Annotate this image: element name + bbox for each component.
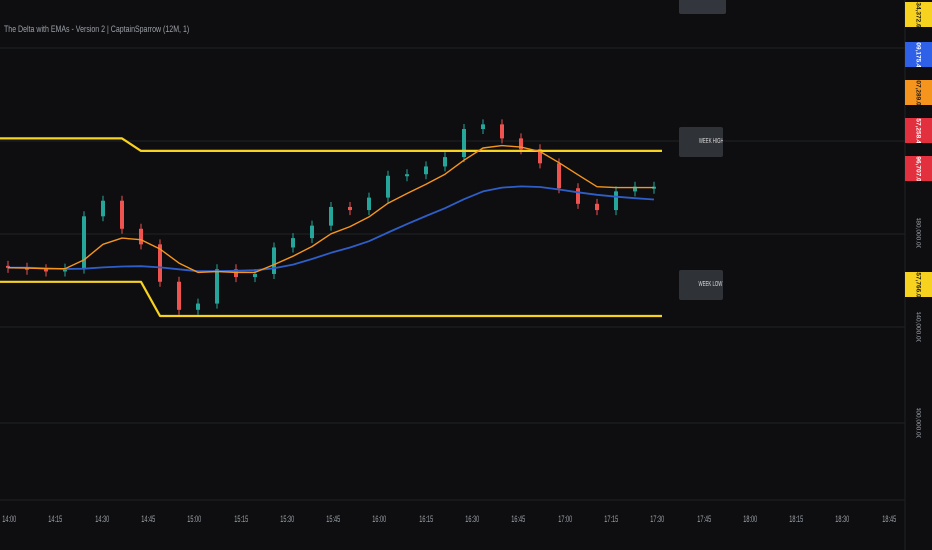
crosshair-label-box	[679, 0, 726, 14]
week-low-price-tag: 457,766.00	[905, 272, 932, 297]
candle-body[interactable]	[215, 269, 219, 304]
candle-body[interactable]	[310, 225, 314, 239]
candle-body[interactable]	[158, 244, 162, 282]
last-price-tag: 596,707.00	[905, 156, 932, 181]
time-axis-tick: 16:30	[465, 514, 480, 524]
ema-fast-price-tag: 507,289.07	[905, 80, 932, 105]
candle-body[interactable]	[101, 200, 105, 217]
price-axis-label: 400,000.00	[914, 408, 923, 438]
price-axis-label: 440,000.00	[914, 312, 923, 342]
candle-body[interactable]	[329, 206, 333, 226]
candle-body[interactable]	[291, 238, 295, 248]
candle-body[interactable]	[367, 197, 371, 211]
time-axis-tick: 18:30	[835, 514, 850, 524]
candle-body[interactable]	[386, 175, 390, 198]
candle-body[interactable]	[595, 203, 599, 211]
time-axis-tick: 16:15	[418, 514, 433, 524]
time-axis-tick: 16:45	[511, 514, 526, 524]
candle-body[interactable]	[196, 303, 200, 310]
candle-body[interactable]	[25, 267, 29, 270]
week-low-line[interactable]	[0, 280, 662, 318]
time-axis-tick: 15:15	[233, 514, 248, 524]
candle-body[interactable]	[500, 124, 504, 139]
candle-body[interactable]	[120, 200, 124, 229]
candle-body[interactable]	[557, 163, 561, 189]
bid-price-tag: 557,258.49	[905, 118, 932, 143]
candle-body[interactable]	[63, 268, 67, 272]
ema-slow-line[interactable]	[8, 185, 655, 273]
price-axis-label: 480,000.00	[914, 218, 923, 248]
time-axis-tick: 18:45	[881, 514, 896, 524]
time-axis-tick: 14:15	[48, 514, 63, 524]
week-high-price-tag: 534,372.63	[905, 2, 932, 27]
week-high-label[interactable]: WEEK HIGH (Low at 14.04.2025)	[679, 127, 723, 157]
candle-body[interactable]	[538, 149, 542, 164]
ema-fast-line[interactable]	[7, 144, 654, 274]
candle-body[interactable]	[443, 157, 447, 167]
time-axis-tick: 17:30	[650, 514, 665, 524]
indicator-title: The Delta with EMAs - Version 2 | Captai…	[4, 24, 190, 34]
candle-body[interactable]	[44, 269, 48, 272]
time-axis-tick: 17:15	[604, 514, 619, 524]
candle-body[interactable]	[424, 166, 428, 175]
candle-body[interactable]	[82, 216, 86, 269]
grid-lines	[0, 0, 906, 550]
ema-slow-price-tag: 609,175.49	[905, 42, 932, 67]
time-axis-tick: 14:45	[141, 514, 156, 524]
time-axis-tick: 14:30	[94, 514, 109, 524]
candle-body[interactable]	[481, 124, 485, 130]
candle-body[interactable]	[576, 188, 580, 204]
candle-body[interactable]	[272, 247, 276, 274]
week-high-line[interactable]	[0, 137, 662, 152]
candle-body[interactable]	[614, 191, 618, 211]
time-axis-tick: 15:45	[326, 514, 341, 524]
candle-body[interactable]	[177, 281, 181, 310]
candle-body[interactable]	[405, 174, 409, 177]
time-axis-tick: 16:00	[372, 514, 387, 524]
time-axis-tick: 15:30	[280, 514, 295, 524]
candle-body[interactable]	[633, 186, 637, 192]
time-axis-tick: 18:00	[743, 514, 758, 524]
time-axis-tick: 15:00	[187, 514, 202, 524]
candle-body[interactable]	[519, 138, 523, 150]
candle-body[interactable]	[253, 273, 257, 278]
time-axis-tick: 18:15	[789, 514, 804, 524]
week-low-label[interactable]: WEEK LOW (Low at 14.04.2025)	[679, 270, 723, 300]
candle-body[interactable]	[139, 228, 143, 245]
candle-body[interactable]	[462, 129, 466, 158]
candle-body[interactable]	[348, 206, 352, 211]
time-axis-tick: 17:45	[696, 514, 711, 524]
time-axis-tick: 17:00	[557, 514, 572, 524]
time-axis-tick: 14:00	[2, 514, 17, 524]
candle-body[interactable]	[234, 269, 238, 278]
